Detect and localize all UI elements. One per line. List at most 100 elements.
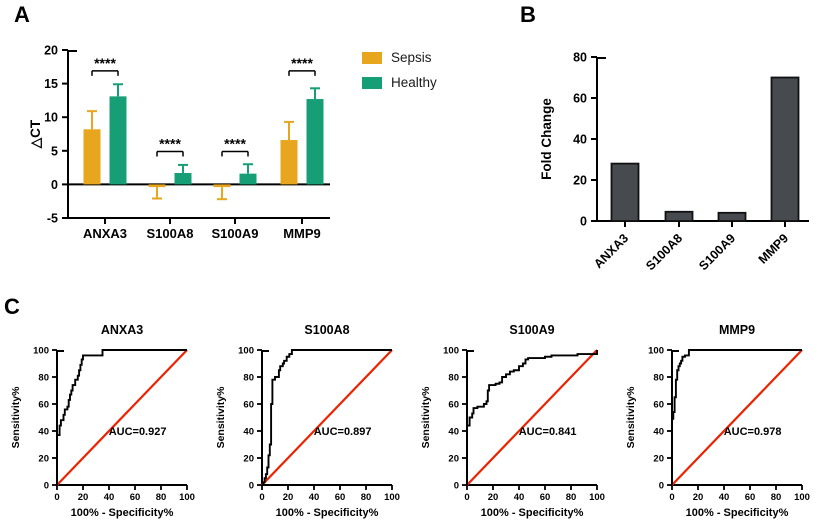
y-tick-label: 80 xyxy=(243,373,254,384)
bar-S100A8 xyxy=(664,210,694,222)
auc-label: AUC=0.841 xyxy=(519,426,577,438)
y-tick-label: 5 xyxy=(51,144,58,158)
y-tick-label: 80 xyxy=(38,373,49,384)
y-axis-title: Sensitivity% xyxy=(625,386,637,449)
bar-healthy-ANXA3 xyxy=(109,96,127,185)
x-category-label: MMP9 xyxy=(756,231,791,266)
y-tick-label: 0 xyxy=(249,481,254,492)
y-tick-label: 100 xyxy=(238,346,254,357)
y-tick-label: 20 xyxy=(573,174,587,188)
legend-item-sepsis: Sepsis xyxy=(362,50,437,65)
x-axis-title: 100% - Specificity% xyxy=(71,507,174,519)
x-tick-label: 60 xyxy=(335,492,346,503)
y-tick-label: 0 xyxy=(659,481,664,492)
x-tick-label: 100 xyxy=(794,492,810,503)
bar-S100A9 xyxy=(717,211,747,222)
y-tick-label: 20 xyxy=(243,454,254,465)
y-tick-label: 40 xyxy=(653,427,664,438)
y-axis-title: Sensitivity% xyxy=(10,386,22,449)
x-tick-label: 60 xyxy=(130,492,141,503)
roc-curve xyxy=(466,350,598,485)
x-category-label: S100A8 xyxy=(147,226,194,241)
bar-healthy-S100A9 xyxy=(239,173,257,185)
legend-label-healthy: Healthy xyxy=(391,75,437,90)
reference-diagonal xyxy=(466,349,598,486)
y-tick-label: 60 xyxy=(573,92,587,106)
x-tick-label: 40 xyxy=(104,492,115,503)
x-tick-label: 80 xyxy=(771,492,782,503)
chart-a-legend: Sepsis Healthy xyxy=(362,50,437,90)
y-tick-label: 60 xyxy=(243,400,254,411)
x-axis-title: 100% - Specificity% xyxy=(481,507,584,519)
roc-charts-row: ANXA3 0 0 20 20 40 40 60 60 80 80 100 100 Sensitivity… xyxy=(0,318,824,529)
healthy-color-swatch xyxy=(362,76,382,89)
roc-chart-mmp9: MMP9 00 20 20 40 40 60 60 80 80 100 100 Sensitivity%… xyxy=(625,323,810,519)
x-tick-label: 80 xyxy=(156,492,167,503)
roc-curve xyxy=(262,349,392,486)
y-tick-label: 20 xyxy=(44,44,58,58)
sig-stars: **** xyxy=(291,55,313,71)
x-axis-title: 100% - Specificity% xyxy=(276,507,379,519)
x-tick-label: 20 xyxy=(283,492,294,503)
x-tick-label: 20 xyxy=(488,492,499,503)
delta-ct-grouped-bar-chart: -5 0 5 10 15 20 △CT ANXA3 S100A8 S100A9 MMP9 **** **… xyxy=(28,44,330,241)
x-category-label: S100A9 xyxy=(212,226,259,241)
y-tick-label: 60 xyxy=(448,400,459,411)
x-tick-label: 80 xyxy=(566,492,577,503)
bar-sepsis-S100A9 xyxy=(213,184,231,188)
bar-ANXA3 xyxy=(610,162,640,222)
y-tick-label: 0 xyxy=(44,481,49,492)
x-tick-label: 40 xyxy=(514,492,525,503)
x-tick-label: 20 xyxy=(693,492,704,503)
y-tick-label: 80 xyxy=(653,373,664,384)
x-tick-label: 0 xyxy=(259,492,264,503)
sepsis-color-swatch xyxy=(362,51,382,64)
y-tick-label: 20 xyxy=(448,454,459,465)
y-axis-title: △CT xyxy=(28,119,43,149)
sig-stars: **** xyxy=(159,135,181,151)
roc-title: S100A9 xyxy=(509,323,554,337)
bar-healthy-MMP9 xyxy=(306,99,324,185)
roc-chart-anxa3: ANXA3 00 20 20 40 40 60 60 80 80 100 100 Sensitivity… xyxy=(10,323,195,519)
x-tick-label: 0 xyxy=(464,492,469,503)
x-category-label: ANXA3 xyxy=(591,231,631,271)
x-tick-label: 100 xyxy=(589,492,605,503)
y-tick-label: 60 xyxy=(653,400,664,411)
x-tick-label: 100 xyxy=(179,492,195,503)
x-tick-label: 60 xyxy=(745,492,756,503)
bar-healthy-S100A8 xyxy=(174,172,192,185)
x-category-label: MMP9 xyxy=(283,226,321,241)
y-tick-label: 100 xyxy=(648,346,664,357)
x-tick-label: 40 xyxy=(309,492,320,503)
reference-diagonal xyxy=(261,349,393,486)
auc-label: AUC=0.978 xyxy=(724,426,782,438)
x-tick-label: 60 xyxy=(540,492,551,503)
y-tick-label: 0 xyxy=(580,215,587,229)
x-tick-label: 80 xyxy=(361,492,372,503)
auc-label: AUC=0.897 xyxy=(314,426,372,438)
y-tick-label: 60 xyxy=(38,400,49,411)
panel-b-label: B xyxy=(520,2,536,27)
bar-sepsis-S100A8 xyxy=(148,184,166,188)
y-tick-label: 0 xyxy=(51,178,58,192)
y-axis-title: Fold Change xyxy=(539,98,554,180)
legend-item-healthy: Healthy xyxy=(362,75,437,90)
roc-chart-s100a8: S100A8 00 20 20 40 40 60 60 80 80 100 100 Sensitivit… xyxy=(215,323,400,519)
x-category-label: ANXA3 xyxy=(83,226,127,241)
panel-c-label: C xyxy=(4,294,20,319)
roc-title: MMP9 xyxy=(719,323,755,337)
y-tick-label: 10 xyxy=(44,111,58,125)
bar-MMP9 xyxy=(770,76,800,222)
panel-a-label: A xyxy=(14,2,30,27)
y-tick-label: 40 xyxy=(573,133,587,147)
roc-title: S100A8 xyxy=(304,323,349,337)
y-tick-label: 40 xyxy=(448,427,459,438)
x-category-label: S100A8 xyxy=(643,231,685,273)
y-tick-label: 20 xyxy=(653,454,664,465)
y-tick-label: 100 xyxy=(33,346,49,357)
x-tick-label: 40 xyxy=(719,492,730,503)
y-tick-label: 15 xyxy=(44,77,58,91)
x-tick-label: 0 xyxy=(669,492,674,503)
auc-label: AUC=0.927 xyxy=(109,426,167,438)
